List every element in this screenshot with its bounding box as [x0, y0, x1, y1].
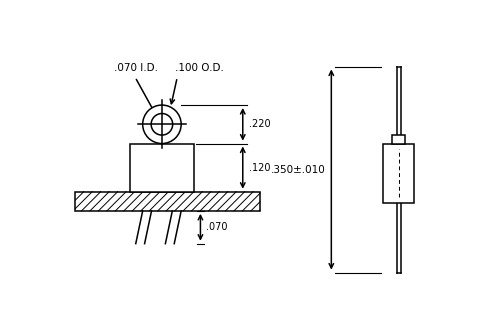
Bar [392, 135, 406, 144]
Bar [76, 192, 260, 211]
Text: .070: .070 [206, 222, 228, 232]
Text: .220: .220 [248, 119, 270, 129]
Circle shape [142, 105, 181, 144]
Bar [130, 144, 194, 192]
Text: .120: .120 [248, 163, 270, 173]
Text: .070 I.D.: .070 I.D. [114, 63, 158, 74]
Bar [76, 192, 260, 211]
Circle shape [151, 114, 172, 135]
Bar [383, 144, 414, 203]
Text: .100 O.D.: .100 O.D. [176, 63, 224, 74]
Text: .350±.010: .350±.010 [271, 165, 326, 175]
